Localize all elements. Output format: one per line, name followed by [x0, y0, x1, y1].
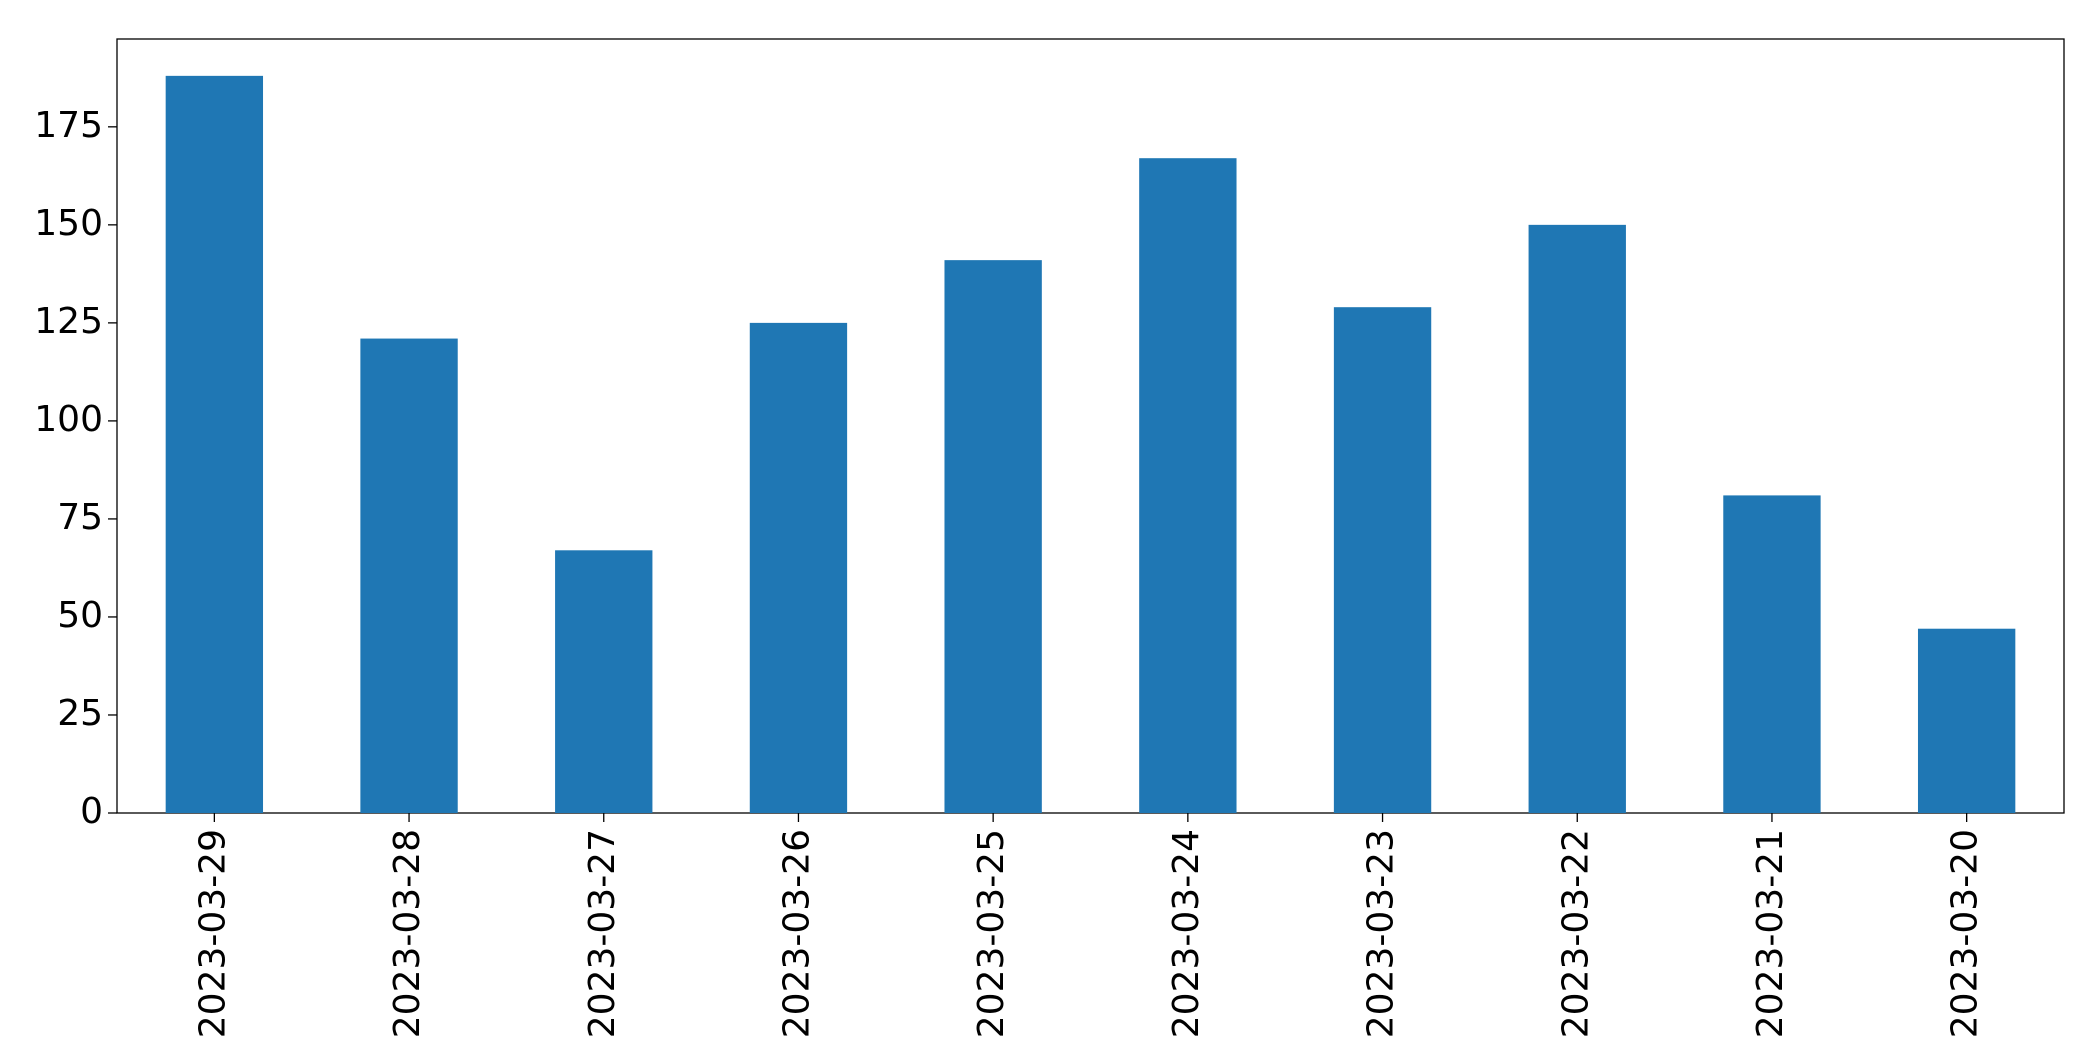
- bar: [944, 260, 1042, 814]
- y-tick-label: 25: [57, 693, 103, 734]
- bar: [749, 322, 848, 813]
- y-tick-label: 150: [34, 203, 103, 244]
- x-tick-label: 2023-03-22: [1555, 829, 1596, 1038]
- y-tick-label: 0: [80, 791, 103, 832]
- bar: [1917, 628, 2016, 813]
- x-tick-label: 2023-03-27: [582, 829, 623, 1038]
- x-tick-label: 2023-03-26: [776, 829, 817, 1038]
- bar: [1723, 495, 1821, 813]
- y-tick-label: 75: [57, 497, 103, 538]
- bar: [165, 75, 264, 814]
- x-tick-label: 2023-03-24: [1166, 829, 1207, 1038]
- bar: [555, 550, 653, 813]
- y-tick-label: 175: [34, 105, 103, 146]
- bar: [1333, 307, 1432, 813]
- bar: [360, 338, 458, 813]
- x-tick-label: 2023-03-23: [1361, 829, 1402, 1038]
- y-tick-label: 100: [34, 399, 103, 440]
- x-tick-label: 2023-03-20: [1945, 829, 1986, 1038]
- x-tick-label: 2023-03-25: [971, 829, 1012, 1038]
- bar: [1528, 224, 1626, 813]
- y-tick-label: 50: [57, 595, 103, 636]
- x-tick-label: 2023-03-21: [1750, 829, 1791, 1038]
- x-tick-label: 2023-03-29: [192, 829, 233, 1038]
- x-tick-label: 2023-03-28: [387, 829, 428, 1038]
- plot-frame: [116, 38, 2065, 814]
- y-tick-label: 125: [34, 301, 103, 342]
- bar: [1139, 158, 1237, 813]
